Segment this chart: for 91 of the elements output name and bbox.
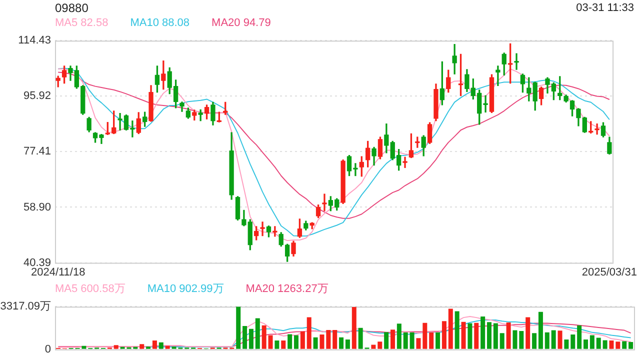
bar — [165, 346, 170, 349]
y-tick-label: 95.92 — [23, 90, 51, 102]
candlestick — [198, 109, 203, 122]
text: MA5 82.58 — [55, 16, 108, 30]
bar — [538, 312, 543, 349]
bar — [255, 318, 260, 349]
candlestick — [402, 156, 408, 168]
bar — [532, 333, 537, 349]
bar — [345, 340, 350, 349]
bar — [454, 311, 460, 349]
text: MA10 902.99万 — [147, 282, 224, 296]
bar — [300, 331, 305, 349]
text: 03-31 11:33 — [576, 2, 634, 14]
bar — [596, 338, 601, 349]
bar — [519, 331, 524, 349]
bar — [378, 342, 382, 349]
bar — [268, 335, 273, 349]
text: MA20 94.79 — [212, 16, 271, 30]
bar — [390, 330, 395, 349]
bar — [506, 322, 511, 349]
bar — [158, 342, 164, 349]
bar — [332, 330, 338, 349]
candlestick — [496, 66, 500, 86]
bar — [248, 328, 254, 349]
candlestick — [514, 53, 519, 70]
bar — [436, 332, 440, 349]
bar — [526, 317, 530, 349]
bar — [448, 308, 453, 349]
bar — [352, 306, 356, 349]
bar — [500, 333, 504, 349]
text: MA10 88.08 — [130, 16, 190, 30]
bar — [396, 324, 402, 349]
candlestick — [322, 194, 327, 212]
bar — [410, 332, 414, 349]
bar — [468, 323, 472, 349]
candlestick — [594, 123, 600, 135]
y-tick-label: 0 — [44, 343, 51, 356]
bar — [313, 337, 318, 349]
bar — [422, 322, 428, 349]
bar — [493, 323, 498, 349]
bar — [320, 334, 324, 349]
bar — [584, 340, 588, 349]
bar — [262, 325, 266, 349]
bar — [442, 321, 446, 349]
bar — [294, 335, 298, 349]
x-tick-label: 2024/11/18 — [30, 266, 86, 278]
text: MA20 1263.27万 — [246, 282, 328, 296]
bar — [371, 344, 376, 349]
bar — [429, 332, 434, 349]
bar — [609, 340, 614, 349]
bar — [558, 330, 562, 349]
text: MA5 600.58万 — [55, 282, 126, 296]
bar — [628, 342, 634, 349]
y-tick-label: 77.41 — [23, 146, 51, 158]
bar — [114, 345, 118, 349]
bar — [474, 322, 479, 349]
chart-title: 09880 — [55, 0, 88, 16]
bar — [274, 340, 280, 349]
bar — [590, 335, 594, 349]
bar — [480, 316, 486, 349]
bar — [622, 341, 627, 349]
bar — [339, 337, 344, 349]
bar — [570, 334, 576, 349]
candlestick — [452, 44, 457, 74]
bar — [461, 322, 466, 349]
bar — [152, 340, 157, 349]
bar — [602, 340, 608, 349]
bar — [551, 330, 556, 349]
x-tick-label: 2025/03/31 — [582, 266, 637, 278]
bar — [487, 322, 492, 349]
bar — [512, 330, 518, 349]
y-tick-label: 3317.09万 — [0, 300, 51, 313]
bar — [358, 328, 363, 349]
bar — [281, 340, 286, 349]
bar — [242, 326, 248, 349]
bar — [564, 340, 569, 349]
bar — [403, 332, 408, 349]
y-tick-label: 40.39 — [23, 256, 51, 269]
y-tick-label: 58.90 — [23, 201, 51, 214]
bar — [140, 344, 144, 349]
bar — [416, 338, 421, 349]
bar — [306, 317, 312, 349]
bar — [544, 332, 550, 349]
bar — [288, 334, 292, 349]
bar — [384, 332, 389, 349]
bar — [236, 306, 241, 349]
candlestick — [260, 222, 265, 236]
bar — [577, 325, 582, 349]
y-tick-label: 114.43 — [18, 34, 51, 47]
bar — [326, 330, 331, 349]
bar — [616, 342, 620, 349]
